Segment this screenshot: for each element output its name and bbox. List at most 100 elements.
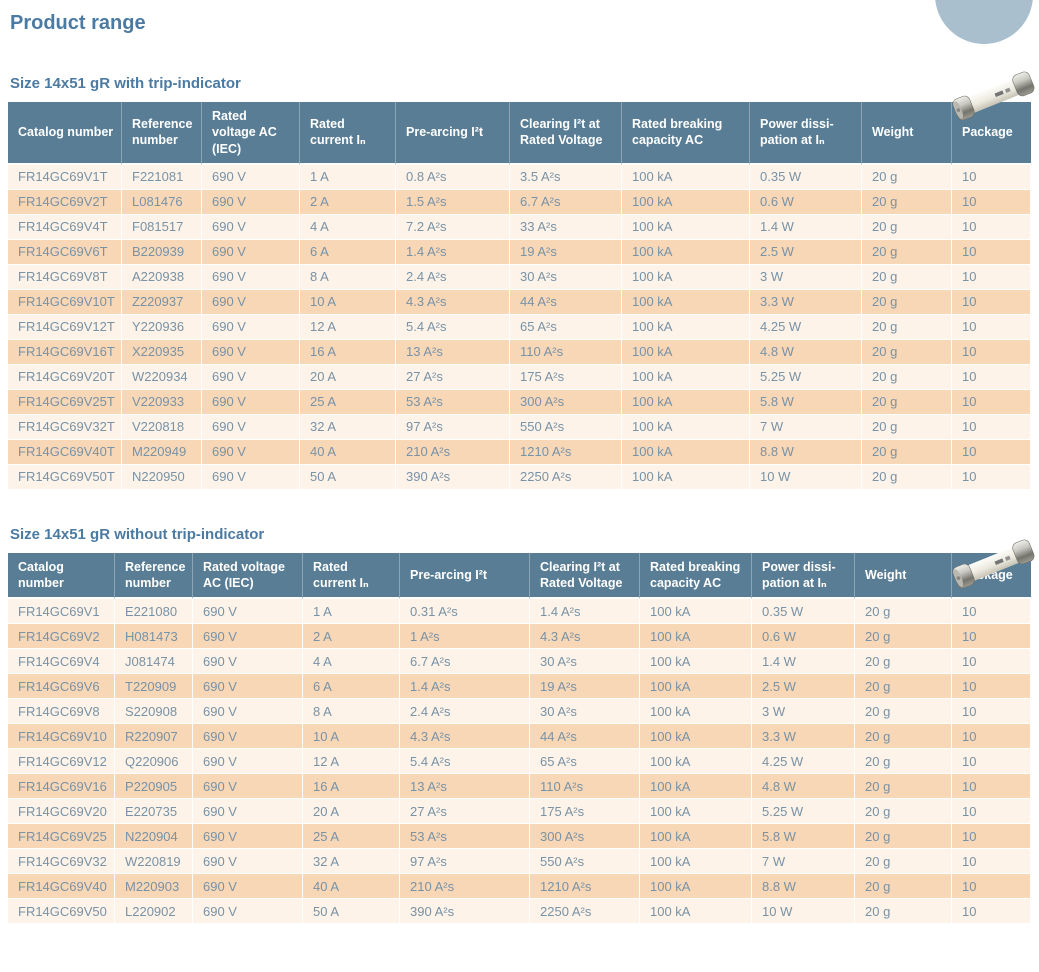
table-cell: 1 A <box>300 164 396 190</box>
table-cell: L220902 <box>115 899 193 925</box>
table-cell: 40 A <box>303 874 400 900</box>
table-cell: 4.3 A²s <box>530 624 640 650</box>
column-header: Pre-arcing I²t <box>400 552 530 600</box>
table-cell: 10 <box>952 239 1031 265</box>
table-cell: 53 A²s <box>400 824 530 850</box>
table-cell: 20 g <box>855 774 952 800</box>
table-cell: 3.3 W <box>750 289 862 315</box>
table-cell: 300 A²s <box>510 389 622 415</box>
table-cell: 20 g <box>862 389 952 415</box>
table-cell: 110 A²s <box>530 774 640 800</box>
table-cell: 2 A <box>303 624 400 650</box>
table-cell: 690 V <box>202 439 300 465</box>
table-row: FR14GC69V12T Y220936 690 V 12 A 5.4 A²s 65 A²… <box>8 314 1031 340</box>
table-cell: 100 kA <box>640 849 752 875</box>
table-cell: FR14GC69V20T <box>8 364 122 390</box>
table-cell: 690 V <box>202 339 300 365</box>
table-cell: 10 <box>952 164 1031 190</box>
column-header: Power dissi-pation at Iₙ <box>750 102 862 165</box>
table-cell: 20 g <box>862 314 952 340</box>
table-cell: 10 <box>952 674 1031 700</box>
table-cell: 10 <box>952 774 1031 800</box>
table-cell: 4.25 W <box>752 749 855 775</box>
table-cell: FR14GC69V16T <box>8 339 122 365</box>
table-cell: 7.2 A²s <box>396 214 510 240</box>
table-cell: 25 A <box>300 389 396 415</box>
table-cell: P220905 <box>115 774 193 800</box>
table-cell: 1.5 A²s <box>396 189 510 215</box>
table-cell: 100 kA <box>622 164 750 190</box>
table-cell: Z220937 <box>122 289 202 315</box>
table-cell: 690 V <box>193 624 303 650</box>
table-cell: 20 g <box>855 874 952 900</box>
table-cell: 690 V <box>202 389 300 415</box>
table-cell: A220938 <box>122 264 202 290</box>
table-cell: 100 kA <box>640 724 752 750</box>
table-cell: 20 g <box>855 899 952 925</box>
table-cell: 20 g <box>855 599 952 625</box>
table-cell: 8.8 W <box>752 874 855 900</box>
table-cell: 50 A <box>300 464 396 490</box>
table-cell: M220949 <box>122 439 202 465</box>
table-cell: V220933 <box>122 389 202 415</box>
table-row: FR14GC69V10T Z220937 690 V 10 A 4.3 A²s 44 A²… <box>8 289 1031 315</box>
table-cell: 44 A²s <box>510 289 622 315</box>
table-cell: FR14GC69V8 <box>8 699 115 725</box>
header-row: Catalog number Reference number Rated volt… <box>8 102 1031 165</box>
table-cell: FR14GC69V50 <box>8 899 115 925</box>
table-cell: 2.4 A²s <box>396 264 510 290</box>
table-cell: V220818 <box>122 414 202 440</box>
table-cell: 0.35 W <box>752 599 855 625</box>
table-cell: 690 V <box>193 599 303 625</box>
table-cell: 100 kA <box>640 899 752 925</box>
table-row: FR14GC69V25T V220933 690 V 25 A 53 A²s 300 A²… <box>8 389 1031 415</box>
column-header: Pre-arcing I²t <box>396 102 510 165</box>
table-cell: 10 <box>952 824 1031 850</box>
table-cell: FR14GC69V2T <box>8 189 122 215</box>
table-cell: 30 A²s <box>510 264 622 290</box>
table-cell: FR14GC69V2 <box>8 624 115 650</box>
table-cell: 10 <box>952 624 1031 650</box>
table-cell: 4 A <box>303 649 400 675</box>
table-cell: 2.4 A²s <box>400 699 530 725</box>
column-header: Rated voltage AC (IEC) <box>193 552 303 600</box>
table-cell: 6 A <box>303 674 400 700</box>
table-cell: 20 g <box>855 699 952 725</box>
table-cell: 690 V <box>193 649 303 675</box>
table-cell: 97 A²s <box>400 849 530 875</box>
table-cell: 1.4 W <box>752 649 855 675</box>
table-cell: 19 A²s <box>510 239 622 265</box>
table-cell: 100 kA <box>640 774 752 800</box>
table-cell: 3.5 A²s <box>510 164 622 190</box>
table-cell: 690 V <box>193 874 303 900</box>
table-cell: 8.8 W <box>750 439 862 465</box>
table-cell: 4.8 W <box>752 774 855 800</box>
table-cell: 65 A²s <box>530 749 640 775</box>
table-cell: 690 V <box>202 414 300 440</box>
table-cell: 100 kA <box>622 314 750 340</box>
table-cell: 32 A <box>303 849 400 875</box>
column-header: Reference number <box>115 552 193 600</box>
table-cell: 210 A²s <box>400 874 530 900</box>
table-row: FR14GC69V50 L220902 690 V 50 A 390 A²s 2250 A… <box>8 899 1031 925</box>
table-cell: 20 g <box>862 189 952 215</box>
column-header: Weight <box>855 552 952 600</box>
table-cell: J081474 <box>115 649 193 675</box>
table-cell: 390 A²s <box>396 464 510 490</box>
table-cell: 690 V <box>202 264 300 290</box>
table-cell: 550 A²s <box>530 849 640 875</box>
table-cell: 100 kA <box>622 439 750 465</box>
table-cell: 33 A²s <box>510 214 622 240</box>
page-title: Product range <box>10 12 146 34</box>
table-cell: 5.8 W <box>750 389 862 415</box>
table-row: FR14GC69V25 N220904 690 V 25 A 53 A²s 300 A²s… <box>8 824 1031 850</box>
table-cell: 10 <box>952 339 1031 365</box>
table-cell: 3 W <box>752 699 855 725</box>
table-cell: 1 A <box>303 599 400 625</box>
table-cell: H081473 <box>115 624 193 650</box>
table-cell: FR14GC69V4T <box>8 214 122 240</box>
table-cell: 0.8 A²s <box>396 164 510 190</box>
table-cell: 1 A²s <box>400 624 530 650</box>
